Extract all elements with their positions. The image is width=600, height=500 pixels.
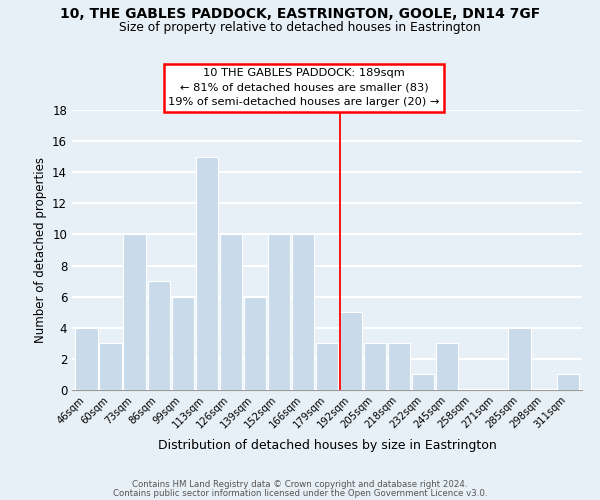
Text: Size of property relative to detached houses in Eastrington: Size of property relative to detached ho…: [119, 21, 481, 34]
Bar: [508, 328, 530, 390]
Bar: [316, 344, 338, 390]
Bar: [244, 296, 266, 390]
Text: 10, THE GABLES PADDOCK, EASTRINGTON, GOOLE, DN14 7GF: 10, THE GABLES PADDOCK, EASTRINGTON, GOO…: [60, 8, 540, 22]
X-axis label: Distribution of detached houses by size in Eastrington: Distribution of detached houses by size …: [158, 439, 496, 452]
Bar: [100, 344, 122, 390]
Bar: [172, 296, 194, 390]
Bar: [364, 344, 386, 390]
Bar: [124, 234, 146, 390]
Bar: [388, 344, 410, 390]
Text: Contains public sector information licensed under the Open Government Licence v3: Contains public sector information licen…: [113, 490, 487, 498]
Bar: [292, 234, 314, 390]
Bar: [148, 281, 170, 390]
Bar: [557, 374, 578, 390]
Bar: [268, 234, 290, 390]
Bar: [340, 312, 362, 390]
Bar: [220, 234, 242, 390]
Y-axis label: Number of detached properties: Number of detached properties: [34, 157, 47, 343]
Text: 10 THE GABLES PADDOCK: 189sqm
← 81% of detached houses are smaller (83)
19% of s: 10 THE GABLES PADDOCK: 189sqm ← 81% of d…: [169, 68, 440, 107]
Text: Contains HM Land Registry data © Crown copyright and database right 2024.: Contains HM Land Registry data © Crown c…: [132, 480, 468, 489]
Bar: [196, 156, 218, 390]
Bar: [76, 328, 98, 390]
Bar: [436, 344, 458, 390]
Bar: [412, 374, 434, 390]
